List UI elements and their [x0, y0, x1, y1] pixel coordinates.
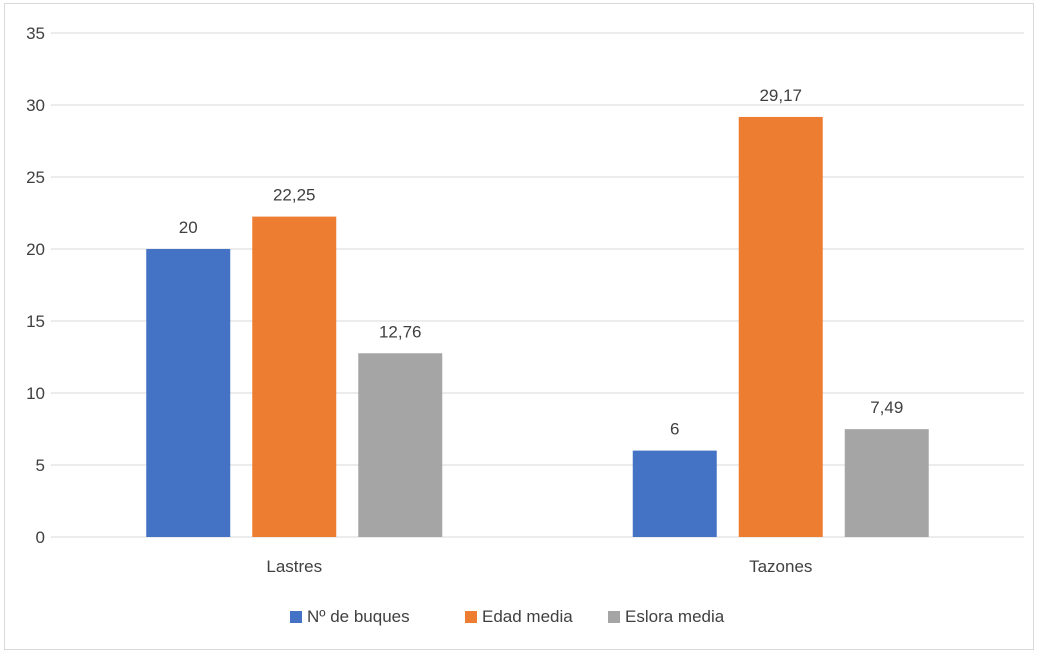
bar-lastres-2 [358, 353, 443, 537]
legend-swatch [290, 611, 302, 623]
legend-label: Nº de buques [307, 607, 410, 626]
y-tick-label: 5 [36, 456, 45, 475]
data-label: 22,25 [273, 186, 316, 205]
y-tick-label: 15 [26, 312, 45, 331]
x-tick-label: Tazones [749, 557, 812, 576]
data-label: 29,17 [759, 86, 802, 105]
legend-item: Eslora media [608, 607, 725, 626]
legend-item: Nº de buques [290, 607, 410, 626]
bar-chart: 0 5 10 15 20 25 30 35 20 22,25 12,76 6 29,17 7,49 La… [26, 24, 1024, 626]
y-tick-label: 30 [26, 96, 45, 115]
legend-label: Eslora media [625, 607, 725, 626]
y-tick-label: 10 [26, 384, 45, 403]
data-label: 12,76 [379, 322, 422, 341]
data-label: 6 [670, 420, 679, 439]
legend-swatch [608, 611, 620, 623]
data-labels: 20 22,25 12,76 6 29,17 7,49 [179, 86, 904, 439]
y-tick-label: 25 [26, 168, 45, 187]
bar-lastres-0 [146, 249, 231, 537]
legend-swatch [465, 611, 477, 623]
y-tick-label: 35 [26, 24, 45, 43]
bar-tazones-1 [738, 116, 823, 538]
data-label: 20 [179, 218, 198, 237]
legend-label: Edad media [482, 607, 573, 626]
y-tick-label: 0 [36, 528, 45, 547]
y-tick-label: 20 [26, 240, 45, 259]
bar-tazones-0 [632, 450, 717, 537]
x-axis-ticks: Lastres Tazones [266, 557, 812, 576]
bar-lastres-1 [252, 216, 337, 537]
bars [146, 116, 929, 538]
bar-tazones-2 [844, 429, 929, 537]
legend: Nº de buques Edad media Eslora media [290, 607, 725, 626]
x-tick-label: Lastres [266, 557, 322, 576]
data-label: 7,49 [870, 398, 903, 417]
legend-item: Edad media [465, 607, 573, 626]
chart-frame: 0 5 10 15 20 25 30 35 20 22,25 12,76 6 29,17 7,49 La… [4, 3, 1034, 650]
y-axis-ticks: 0 5 10 15 20 25 30 35 [26, 24, 45, 547]
